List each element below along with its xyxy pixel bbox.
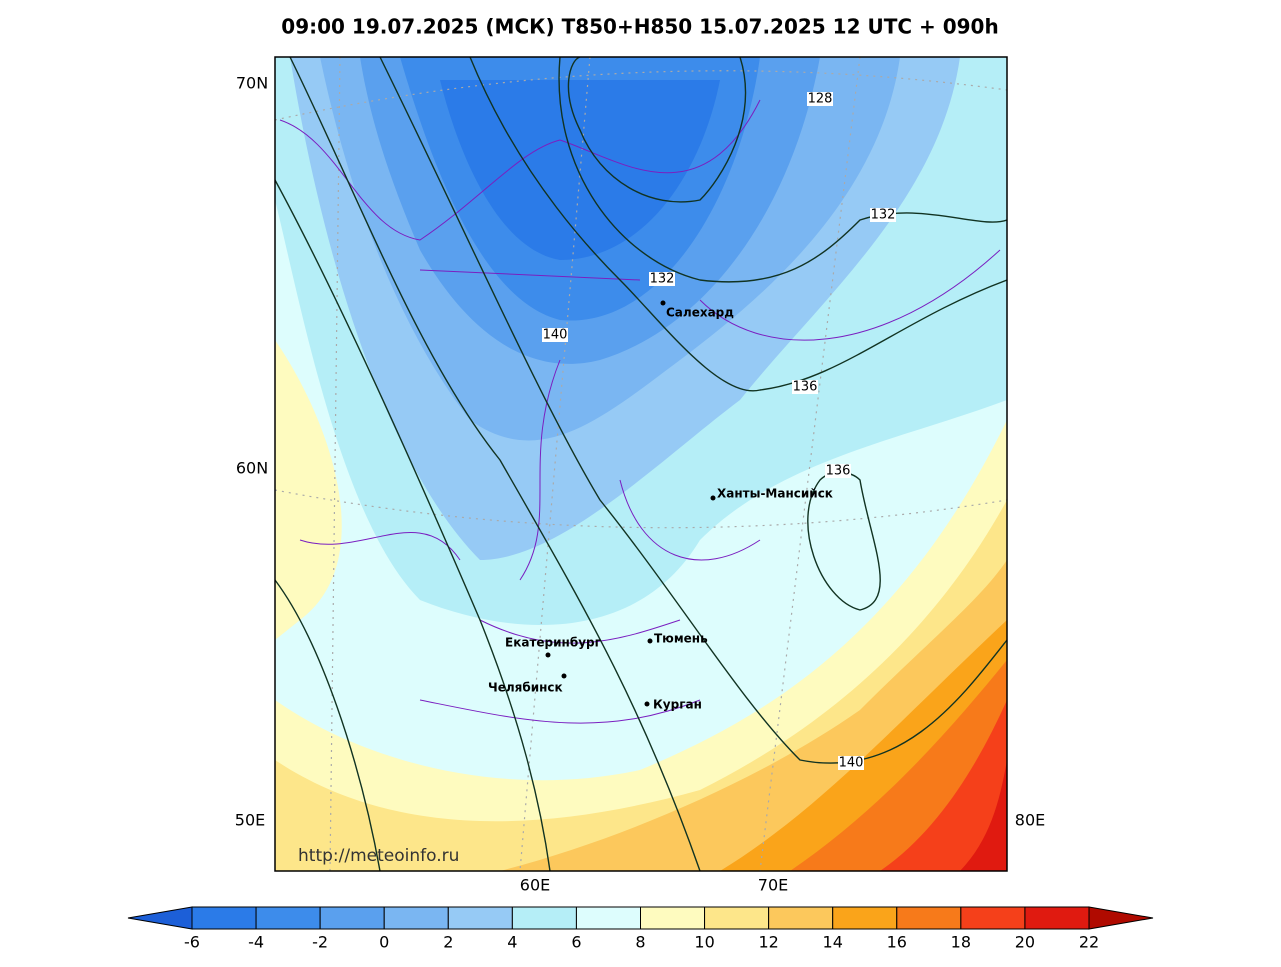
colorbar-tick-label: 16	[887, 933, 907, 952]
city-label: Ханты-Мансийск	[717, 487, 833, 501]
watermark: http://meteoinfo.ru	[298, 846, 459, 866]
title: 09:00 19.07.2025 (МСК) T850+H850 15.07.2…	[281, 15, 998, 39]
contour-label-bg	[792, 380, 818, 394]
cities: Салехард Ханты-Мансийск Екатеринбург Тюмень…	[488, 300, 833, 712]
colorbar-segment	[447, 906, 513, 930]
colorbar-segment	[511, 906, 577, 930]
contour-label-bg	[838, 756, 864, 770]
colorbar-segment	[191, 906, 257, 930]
city-label: Челябинск	[488, 681, 563, 695]
colorbar-tick-label: -4	[248, 933, 264, 952]
city-dot	[545, 652, 551, 658]
lat-label: 70N	[236, 74, 268, 93]
colorbar-tick-label: 10	[694, 933, 714, 952]
colorbar-end	[1088, 906, 1154, 930]
colorbar-segment	[640, 906, 706, 930]
contour-labels: 128 132 132 140 136 136 140	[542, 92, 896, 771]
lon-label: 80E	[1015, 811, 1045, 830]
colorbar-tick-label: 22	[1079, 933, 1099, 952]
contour-label-bg	[807, 92, 833, 106]
colorbar-segment	[255, 906, 321, 930]
lon-label: 60E	[520, 876, 550, 895]
contour-label: 140	[543, 328, 568, 343]
contour-label: 136	[793, 380, 818, 395]
colorbar-tick-label: -2	[312, 933, 328, 952]
map	[275, 57, 1007, 871]
colorbar-tick-label: 8	[635, 933, 645, 952]
map-frame	[274, 56, 1008, 872]
colorbar-tick-label: 14	[823, 933, 843, 952]
colorbar-tick-label: 2	[443, 933, 453, 952]
city-label: Курган	[653, 698, 702, 712]
colorbar-segment	[1024, 906, 1090, 930]
colorbar-tick-label: 6	[571, 933, 581, 952]
contour-label: 128	[808, 92, 833, 107]
colorbar-tick-label: 12	[758, 933, 778, 952]
colorbar-end	[127, 906, 193, 930]
lon-label: 70E	[758, 876, 788, 895]
colorbar-tick-label: 18	[951, 933, 971, 952]
colorbar-segment	[960, 906, 1026, 930]
contour-label-bg	[649, 272, 675, 286]
colorbar-tick-label: 20	[1015, 933, 1035, 952]
colorbar-tick-label: -6	[184, 933, 200, 952]
colorbar-tick-label: 4	[507, 933, 517, 952]
colorbar-segment	[896, 906, 962, 930]
city-label: Тюмень	[654, 632, 708, 646]
city-label: Салехард	[666, 306, 734, 320]
city-dot	[561, 673, 567, 679]
lon-label: 50E	[235, 811, 265, 830]
contour-label-bg	[825, 464, 851, 478]
city-dot	[710, 495, 716, 501]
lat-label: 60N	[236, 459, 268, 478]
contour-label: 132	[871, 208, 896, 223]
contour-label: 136	[826, 464, 851, 479]
colorbar-segment	[383, 906, 449, 930]
colorbar-segment	[768, 906, 834, 930]
city-dot	[644, 701, 650, 707]
colorbar-segment	[832, 906, 898, 930]
contour-label: 140	[839, 756, 864, 771]
colorbar-segment	[319, 906, 385, 930]
colorbar-segment	[575, 906, 642, 930]
colorbar-tick-label: 0	[379, 933, 389, 952]
colorbar: -6 -4 -2 0 2 4 6 8 10 12 14 16 18 20 22	[127, 906, 1154, 952]
city-dot	[660, 300, 666, 306]
contour-label-bg	[870, 208, 896, 222]
city-dot	[647, 638, 653, 644]
colorbar-segment	[704, 906, 770, 930]
city-label: Екатеринбург	[505, 636, 601, 650]
contour-label: 132	[650, 272, 675, 287]
contour-label-bg	[542, 328, 568, 342]
